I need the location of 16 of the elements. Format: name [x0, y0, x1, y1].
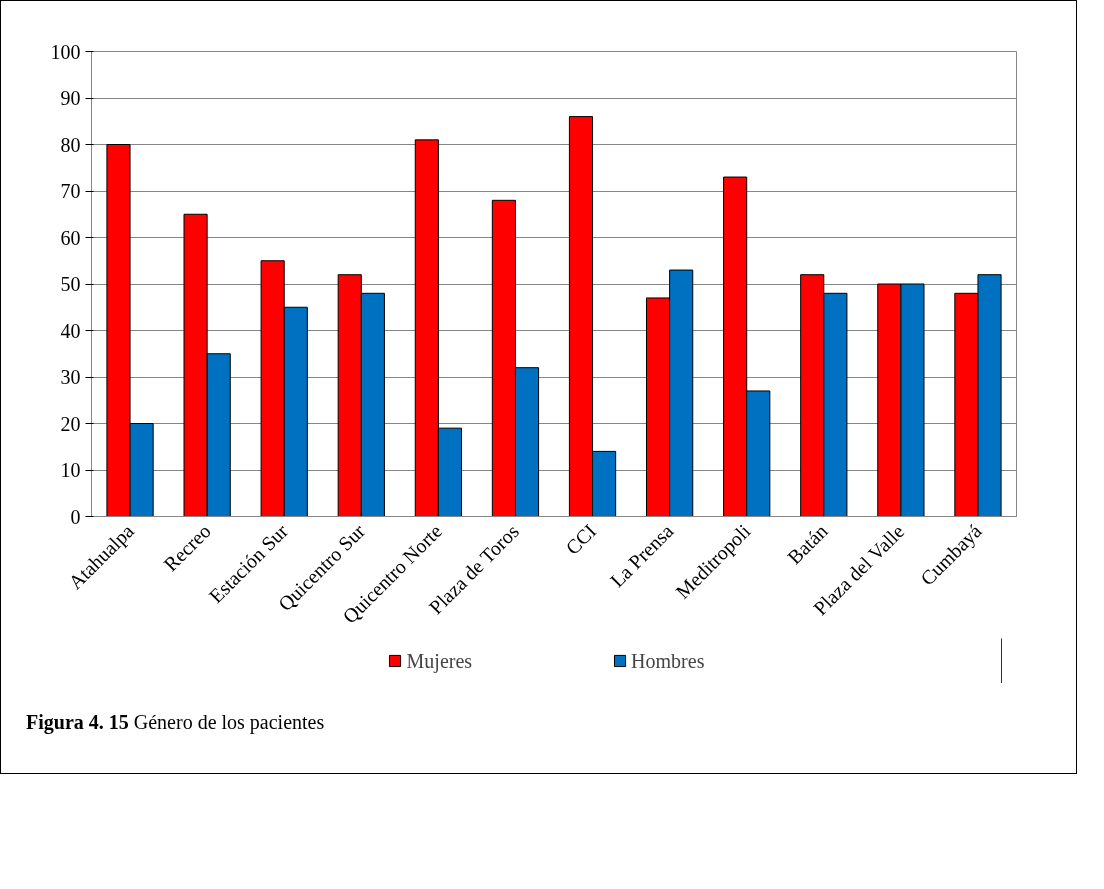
y-tick-label: 70	[60, 180, 81, 202]
y-tick-label: 40	[60, 319, 81, 342]
text: Figura 4. 15	[26, 711, 129, 733]
y-tick-label: 20	[60, 412, 81, 435]
y-tick-label: 30	[60, 366, 81, 388]
legend-label: Hombres	[631, 649, 705, 672]
y-tick-label: 50	[60, 273, 81, 295]
legend-label: Mujeres	[406, 649, 473, 672]
text: Género de los pacientes	[133, 711, 325, 733]
y-tick-label: 80	[60, 133, 81, 156]
y-tick-label: 100	[50, 40, 81, 63]
x-tick-label: CCI	[561, 519, 601, 559]
y-tick-label: 10	[60, 459, 81, 481]
y-tick-label: 90	[60, 87, 81, 109]
y-tick-label: 60	[60, 226, 81, 249]
y-tick-label: 0	[70, 505, 81, 528]
